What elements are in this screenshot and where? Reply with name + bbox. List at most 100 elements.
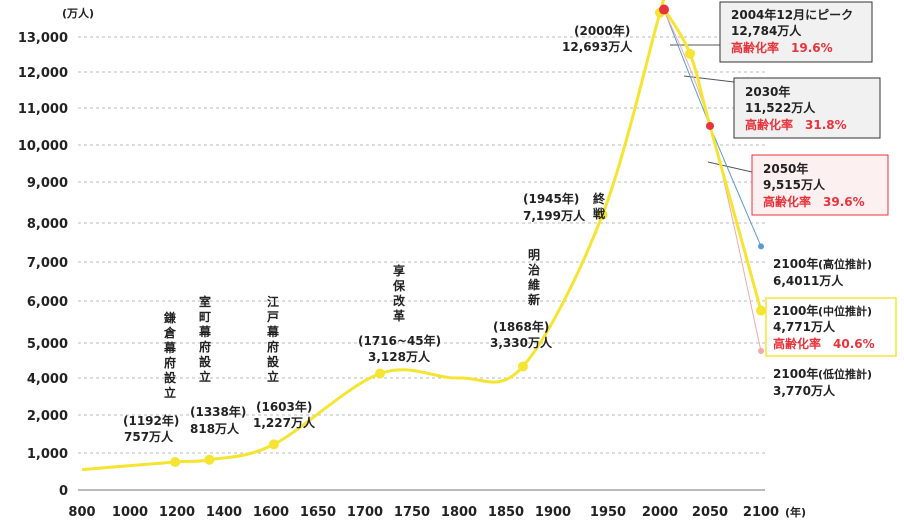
y-tick-label: 1,000	[27, 447, 68, 462]
callout-mid-2100: 2100年 (中位推計) 4,771万人 高齢化率 40.6%	[765, 297, 897, 357]
x-tick-label: 1400	[206, 505, 242, 520]
y2030-aging-label: 高齢化率	[745, 117, 793, 132]
y2030-title: 2030年	[745, 84, 790, 99]
annotation-meiji: 明治維新 (1868年) 3,330万人	[490, 248, 553, 350]
meiji-year: (1868年)	[493, 319, 549, 334]
annotation-2000: (2000年) 12,693万人	[562, 23, 633, 54]
y-tick-label: 11,000	[18, 102, 68, 117]
data-point	[597, 209, 608, 220]
war-end-year: (1945年)	[523, 191, 579, 206]
x-tick-label: 1800	[441, 505, 477, 520]
y-tick-label: 4,000	[27, 372, 68, 387]
y-tick-label: 2,000	[27, 409, 68, 424]
y-tick-label: 13,000	[18, 31, 68, 46]
kamakura-year: (1192年)	[123, 413, 179, 428]
y2050-point	[706, 121, 714, 130]
series-main-line	[81, 0, 763, 472]
x-tick-label: 2000	[642, 505, 678, 520]
annotation-edo: 江戸幕府設立 (1603年) 1,227万人	[253, 294, 316, 430]
meiji-value: 3,330万人	[490, 335, 553, 350]
x-tick-label: 1950	[590, 505, 626, 520]
mid2100-title: 2100年	[773, 303, 818, 318]
annotation-war-end: (1945年) 7,199万人 終戦	[523, 191, 606, 223]
mid2100-aging-value: 40.6%	[833, 337, 875, 351]
data-point	[268, 439, 279, 450]
data-point	[517, 361, 528, 372]
annotation-high-2100: 2100年 (高位推計) 6,4011万人	[773, 256, 872, 288]
y2050-aging-value: 39.6%	[823, 195, 865, 209]
peak-aging-value: 19.6%	[791, 41, 833, 55]
edo-value: 1,227万人	[253, 415, 316, 430]
y-tick-label: 7,000	[27, 256, 68, 271]
muromachi-event-label: 室町幕府設立	[198, 294, 212, 384]
kamakura-value: 757万人	[124, 429, 174, 444]
grid-lines	[78, 36, 765, 491]
low2100-value: 3,770万人	[773, 383, 836, 398]
y-axis-unit: (万人)	[62, 6, 94, 20]
x-tick-label: 2100	[743, 505, 779, 520]
war-end-value: 7,199万人	[523, 208, 586, 223]
callout-peak: 2004年12月にピーク 12,784万人 高齢化率 19.6%	[719, 1, 873, 63]
x-tick-label: 2050	[692, 505, 728, 520]
y-tick-label: 12,000	[18, 66, 68, 81]
data-point	[756, 305, 766, 316]
x-tick-label: 1000	[112, 505, 148, 520]
mid2100-aging-label: 高齢化率	[773, 336, 821, 351]
muromachi-year: (1338年)	[190, 404, 246, 419]
peak-title: 2004年12月にピーク	[731, 7, 853, 22]
x-tick-label: 1900	[535, 505, 571, 520]
x-tick-label: 1200	[159, 505, 195, 520]
y-tick-label: 9,000	[27, 176, 68, 191]
series-points	[170, 4, 766, 467]
low-2100-point	[758, 348, 764, 355]
data-point	[375, 368, 386, 379]
y2050-title: 2050年	[763, 161, 808, 176]
high2100-value: 6,4011万人	[773, 273, 844, 288]
low2100-title: 2100年	[773, 366, 818, 381]
y-tick-label: 0	[59, 484, 68, 499]
y2030-aging-value: 31.8%	[805, 118, 847, 132]
y-tick-label: 5,000	[27, 337, 68, 352]
x-axis-ticks: 800 1000 1200 1400 1600 1650 1700 1750 1800 1850 1…	[68, 505, 779, 520]
y2050-value: 9,515万人	[763, 177, 826, 192]
mid2100-note: (中位推計)	[818, 304, 872, 318]
peak-value: 12,784万人	[731, 23, 802, 38]
x-tick-label: 1700	[347, 505, 383, 520]
data-point	[685, 48, 695, 59]
y2000-value: 12,693万人	[562, 39, 633, 54]
high-2100-point	[758, 243, 764, 250]
edo-year: (1603年)	[256, 399, 312, 414]
y-tick-label: 6,000	[27, 295, 68, 310]
callout-2050: 2050年 9,515万人 高齢化率 39.6%	[751, 154, 889, 216]
annotation-muromachi: 室町幕府設立 (1338年) 818万人	[190, 294, 246, 436]
muromachi-value: 818万人	[190, 421, 240, 436]
y2050-aging-label: 高齢化率	[763, 194, 811, 209]
y-axis-ticks: 0 1,000 2,000 4,000 5,000 6,000 7,000 8,000 9,00…	[18, 31, 68, 499]
peak-aging-label: 高齢化率	[731, 40, 779, 55]
y2030-value: 11,522万人	[745, 100, 816, 115]
data-point	[204, 454, 215, 465]
annotation-kyoho: 享保改革 (1716~45年) 3,128万人	[358, 263, 441, 364]
kyoho-value: 3,128万人	[368, 349, 431, 364]
x-tick-label: 800	[68, 505, 95, 520]
low2100-note: (低位推計)	[818, 367, 872, 381]
kyoho-year: (1716~45年)	[358, 333, 441, 348]
callout-2030: 2030年 11,522万人 高齢化率 31.8%	[733, 77, 881, 139]
series-lines	[81, 0, 763, 472]
x-tick-label: 1850	[488, 505, 524, 520]
data-point	[170, 456, 181, 467]
high2100-title: 2100年	[773, 256, 818, 271]
war-end-event-label: 終戦	[593, 191, 606, 221]
x-axis-unit: (年)	[785, 505, 806, 519]
peak-point	[659, 4, 669, 15]
x-tick-label: 1600	[253, 505, 289, 520]
annotation-low-2100: 2100年 (低位推計) 3,770万人	[773, 366, 872, 398]
y-tick-label: 10,000	[18, 139, 68, 154]
x-tick-label: 1650	[300, 505, 336, 520]
kyoho-event-label: 享保改革	[392, 263, 406, 323]
annotation-kamakura: 鎌倉幕府設立 (1192年) 757万人	[123, 310, 179, 444]
meiji-event-label: 明治維新	[528, 248, 540, 307]
kamakura-event-label: 鎌倉幕府設立	[163, 310, 177, 400]
mid2100-value: 4,771万人	[773, 319, 836, 334]
